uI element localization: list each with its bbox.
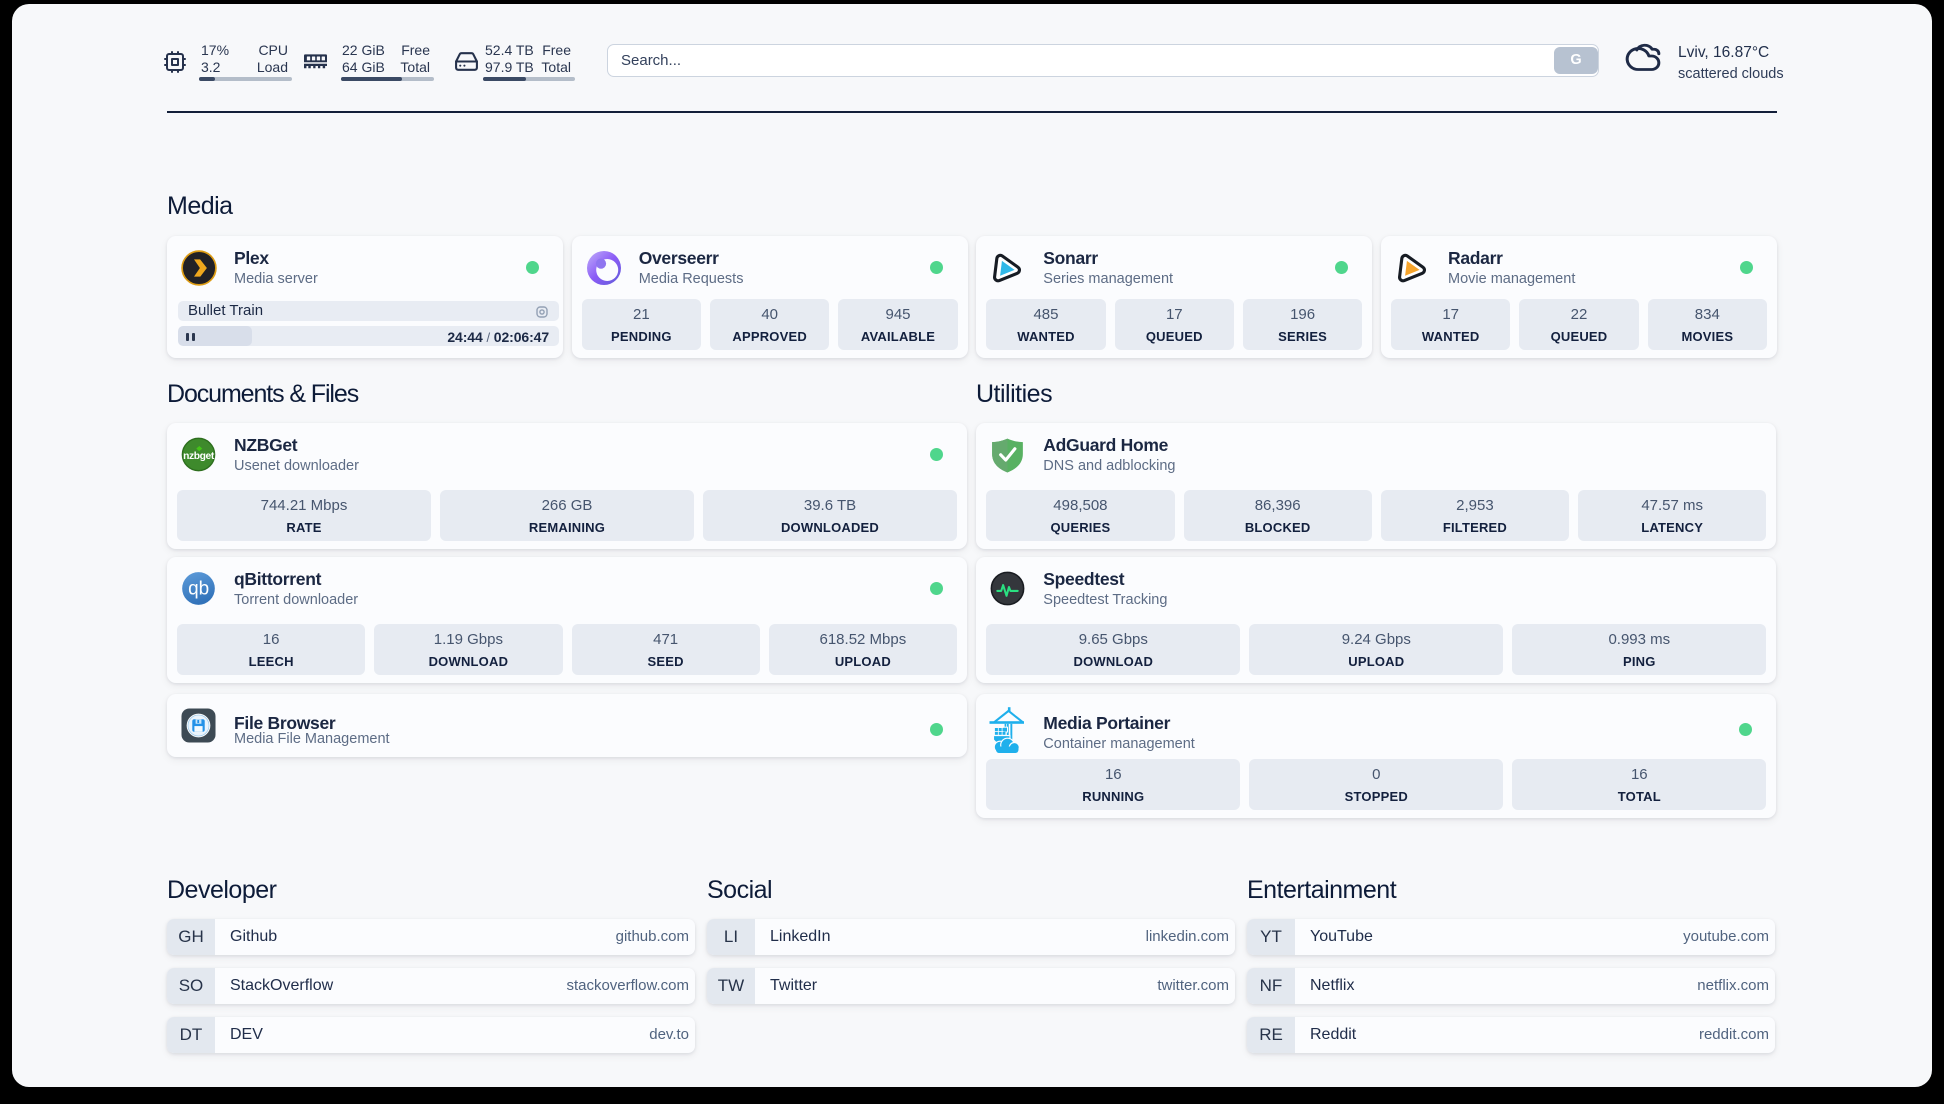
svg-text:qb: qb bbox=[188, 579, 209, 600]
svg-text:nzbget: nzbget bbox=[183, 451, 215, 462]
